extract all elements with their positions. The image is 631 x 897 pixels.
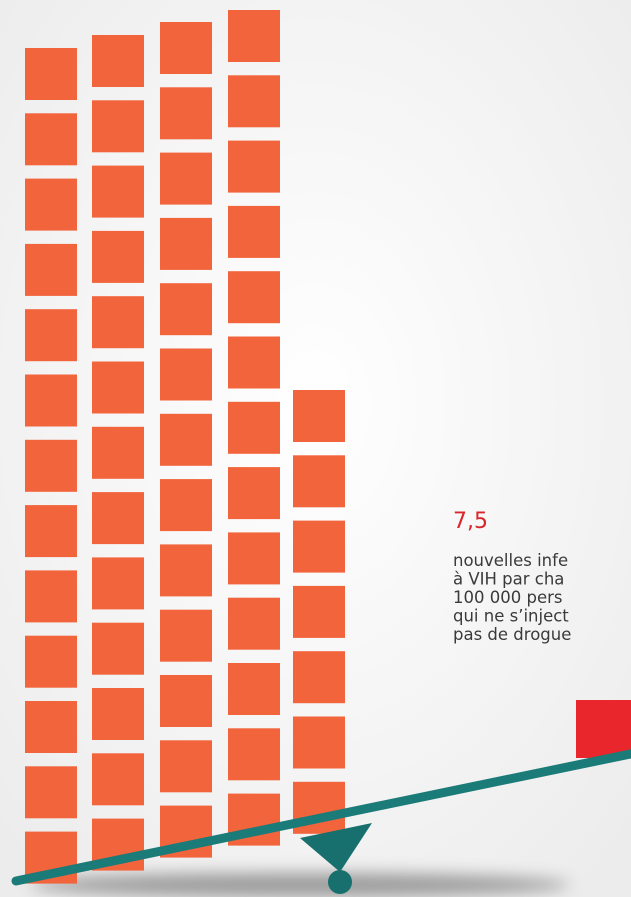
square	[92, 100, 144, 152]
square	[160, 87, 212, 139]
square	[92, 427, 144, 479]
square	[160, 610, 212, 662]
square	[228, 663, 280, 715]
square	[25, 113, 77, 165]
square	[160, 740, 212, 792]
square	[228, 402, 280, 454]
square	[25, 505, 77, 557]
square	[293, 717, 345, 769]
square	[25, 766, 77, 818]
square	[92, 362, 144, 414]
square	[228, 10, 280, 62]
stat-line: 100 000 pers	[453, 588, 562, 607]
square	[160, 218, 212, 270]
square	[293, 390, 345, 442]
square	[293, 651, 345, 703]
square	[293, 586, 345, 638]
square	[160, 349, 212, 401]
square	[228, 598, 280, 650]
shadow	[30, 873, 570, 897]
square	[92, 231, 144, 283]
square	[160, 283, 212, 335]
square	[92, 557, 144, 609]
square	[160, 479, 212, 531]
square	[160, 675, 212, 727]
square	[293, 455, 345, 507]
square	[92, 35, 144, 87]
square	[228, 141, 280, 193]
red-square	[576, 700, 631, 758]
square	[25, 701, 77, 753]
stat-line: qui ne s’inject	[453, 607, 569, 626]
infographic: 7,5 nouvelles infeà VIH par cha100 000 p…	[0, 0, 631, 897]
square	[25, 375, 77, 427]
square	[228, 271, 280, 323]
fulcrum-base	[328, 870, 352, 894]
square	[92, 296, 144, 348]
stat-line: nouvelles infe	[453, 551, 568, 570]
square	[25, 440, 77, 492]
stat-value: 7,5	[453, 509, 488, 534]
square	[228, 728, 280, 780]
page: {"stat": {"value": "7,5", "lines": ["nou…	[0, 0, 631, 897]
square	[228, 206, 280, 258]
square	[25, 309, 77, 361]
square	[92, 623, 144, 675]
square	[25, 244, 77, 296]
square	[160, 414, 212, 466]
square	[25, 179, 77, 231]
square	[92, 753, 144, 805]
stat-line: pas de drogue	[453, 625, 571, 644]
square	[228, 532, 280, 584]
square	[160, 544, 212, 596]
square	[160, 22, 212, 74]
square	[25, 570, 77, 622]
square	[25, 636, 77, 688]
square	[92, 688, 144, 740]
square	[228, 75, 280, 127]
square	[25, 48, 77, 100]
stat-line: à VIH par cha	[453, 570, 564, 589]
square	[92, 166, 144, 218]
square	[160, 153, 212, 205]
square	[293, 521, 345, 573]
square	[92, 492, 144, 544]
square	[228, 337, 280, 389]
square	[228, 467, 280, 519]
